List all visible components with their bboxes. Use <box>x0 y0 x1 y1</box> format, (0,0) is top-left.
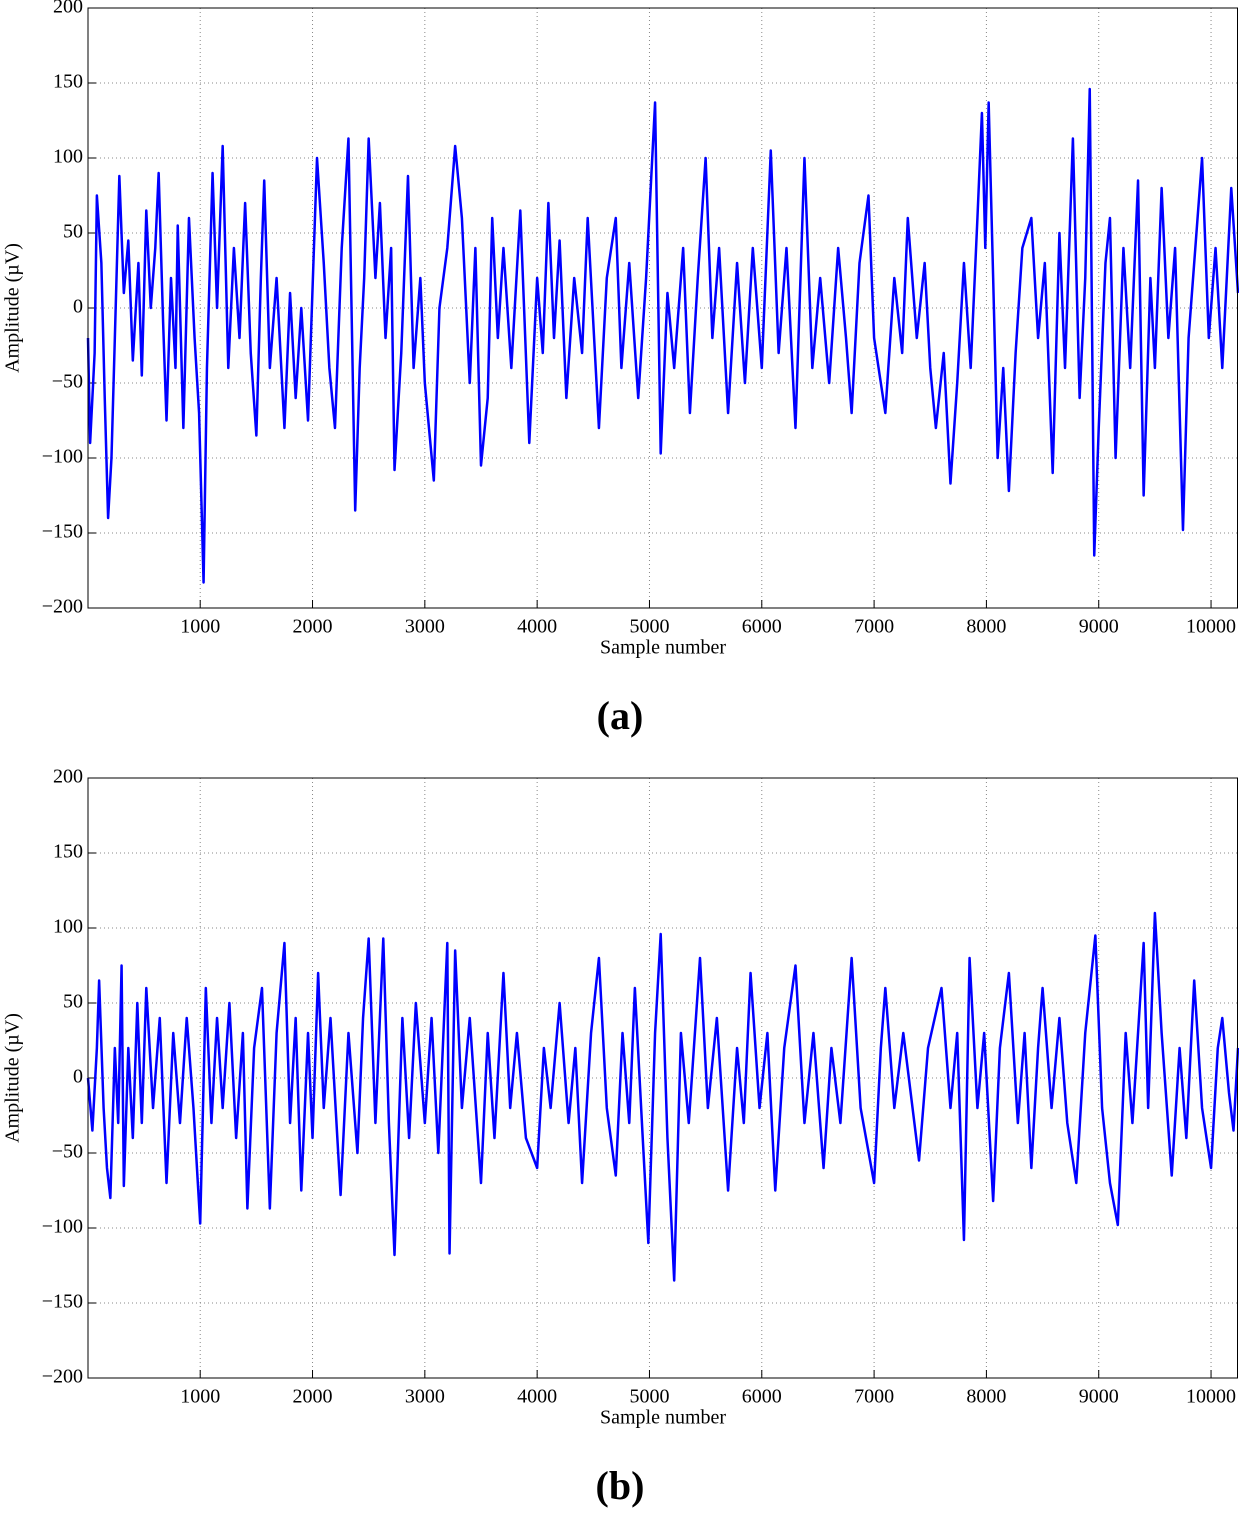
y-tick-label: −100 <box>42 446 83 468</box>
x-axis-label: Sample number <box>600 1407 726 1429</box>
y-tick-label: 200 <box>53 0 83 18</box>
y-tick-label: 0 <box>73 1066 83 1088</box>
x-tick-label: 2000 <box>293 616 333 638</box>
x-tick-label: 5000 <box>629 1386 669 1408</box>
x-tick-label: 1000 <box>180 616 220 638</box>
signal-line <box>86 87 1239 584</box>
y-tick-label: 50 <box>63 991 83 1013</box>
panel-label: (b) <box>596 1463 645 1508</box>
x-tick-label: 2000 <box>293 1386 333 1408</box>
x-tick-label: 6000 <box>742 616 782 638</box>
y-axis-label: Amplitude (µV) <box>2 1013 24 1143</box>
x-axis-label: Sample number <box>600 637 726 659</box>
x-tick-label: 1000 <box>180 1386 220 1408</box>
y-tick-label: −50 <box>52 1141 83 1163</box>
y-tick-label: −100 <box>42 1216 83 1238</box>
x-tick-label: 4000 <box>517 616 557 638</box>
x-tick-label: 8000 <box>966 1386 1006 1408</box>
x-tick-label: 3000 <box>405 1386 445 1408</box>
x-tick-label: 5000 <box>629 616 669 638</box>
x-tick-label: 7000 <box>854 616 894 638</box>
x-tick-label: 7000 <box>854 1386 894 1408</box>
y-tick-label: 50 <box>63 221 83 243</box>
x-tick-label: 8000 <box>966 616 1006 638</box>
x-tick-label: 9000 <box>1079 616 1119 638</box>
y-tick-label: 0 <box>73 296 83 318</box>
y-tick-label: 150 <box>53 841 83 863</box>
y-tick-label: 100 <box>53 146 83 168</box>
x-tick-label: 6000 <box>742 1386 782 1408</box>
y-axis-label: Amplitude (µV) <box>2 243 24 373</box>
x-tick-label: 10000 <box>1186 1386 1236 1408</box>
x-tick-label: 10000 <box>1186 616 1236 638</box>
axes-box <box>87 777 1238 1379</box>
y-tick-label: 150 <box>53 71 83 93</box>
x-tick-label: 4000 <box>517 1386 557 1408</box>
y-tick-label: 100 <box>53 916 83 938</box>
y-tick-label: −150 <box>42 1291 83 1313</box>
x-tick-label: 3000 <box>405 616 445 638</box>
axes-box <box>87 7 1238 609</box>
y-tick-label: −50 <box>52 371 83 393</box>
y-tick-label: −150 <box>42 521 83 543</box>
panel-label: (a) <box>597 693 644 738</box>
y-tick-label: −200 <box>42 1366 83 1388</box>
y-tick-label: −200 <box>42 596 83 618</box>
y-tick-label: 200 <box>53 766 83 788</box>
x-tick-label: 9000 <box>1079 1386 1119 1408</box>
signal-line <box>86 911 1239 1282</box>
